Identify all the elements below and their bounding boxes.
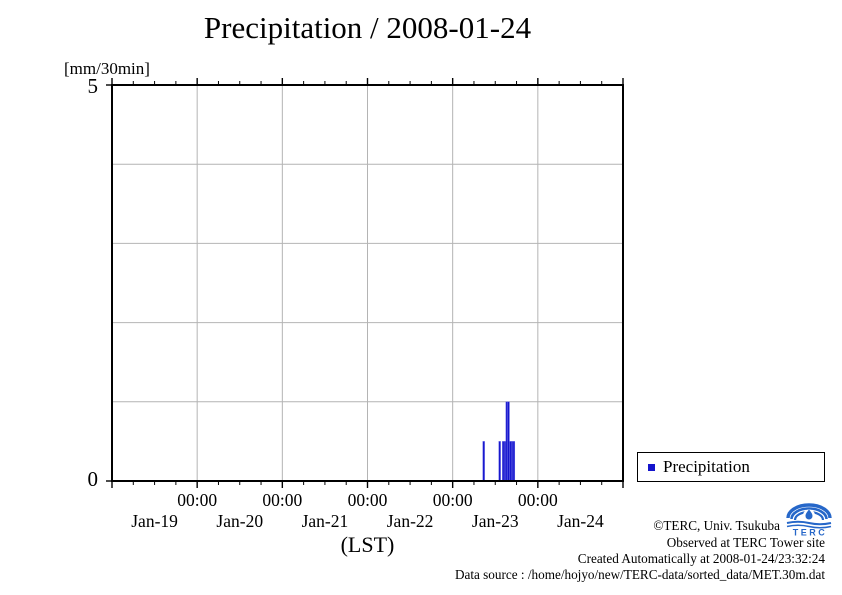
x-tick-time-label: 00:00 bbox=[432, 490, 473, 510]
x-tick-time-label: 00:00 bbox=[517, 490, 558, 510]
precipitation-bar bbox=[512, 441, 516, 482]
terc-logo: TERC bbox=[786, 503, 832, 538]
y-axis-max-tick-label: 5 bbox=[87, 74, 99, 98]
observed-site-text: Observed at TERC Tower site bbox=[666, 535, 825, 550]
x-tick-date-label: Jan-20 bbox=[216, 511, 264, 531]
x-tick-date-label: Jan-23 bbox=[471, 511, 519, 531]
precipitation-bar bbox=[482, 441, 485, 482]
legend-marker-square bbox=[648, 463, 655, 471]
legend-label: Precipitation bbox=[663, 456, 750, 476]
plot-area bbox=[106, 78, 624, 488]
x-tick-date-label: Jan-22 bbox=[386, 511, 434, 531]
precipitation-bar bbox=[510, 441, 514, 482]
x-tick-date-label: Jan-19 bbox=[131, 511, 178, 531]
copyright-text: ©TERC, Univ. Tsukuba bbox=[653, 518, 780, 533]
x-tick-time-label: 00:00 bbox=[347, 490, 388, 510]
y-axis-min-tick-label: 0 bbox=[87, 467, 99, 491]
x-tick-time-label: 00:00 bbox=[177, 490, 218, 510]
logo-text: TERC bbox=[793, 528, 828, 538]
precipitation-bar bbox=[507, 401, 510, 482]
legend: Precipitation bbox=[637, 452, 825, 482]
precipitation-bar bbox=[505, 401, 508, 482]
water-drop-icon bbox=[805, 509, 813, 520]
precipitation-bar bbox=[498, 441, 501, 482]
data-source-text: Data source : /home/hojyo/new/TERC-data/… bbox=[454, 567, 825, 582]
x-tick-time-label: 00:00 bbox=[262, 490, 303, 510]
precipitation-bar bbox=[503, 441, 507, 482]
created-timestamp-text: Created Automatically at 2008-01-24/23:3… bbox=[577, 551, 825, 566]
precipitation-bar bbox=[509, 441, 512, 482]
logo-arc bbox=[790, 507, 828, 520]
logo-arc bbox=[786, 503, 832, 519]
plot-frame bbox=[111, 84, 624, 482]
chart-title: Precipitation / 2008-01-24 bbox=[203, 10, 532, 45]
logo-wave bbox=[786, 520, 832, 526]
x-tick-date-label: Jan-24 bbox=[557, 511, 604, 531]
x-axis-label: (LST) bbox=[340, 532, 395, 557]
y-axis-unit-label: [mm/30min] bbox=[64, 59, 150, 78]
logo-wave bbox=[786, 524, 832, 529]
x-tick-date-label: Jan-21 bbox=[301, 511, 349, 531]
precipitation-bar bbox=[502, 441, 505, 482]
